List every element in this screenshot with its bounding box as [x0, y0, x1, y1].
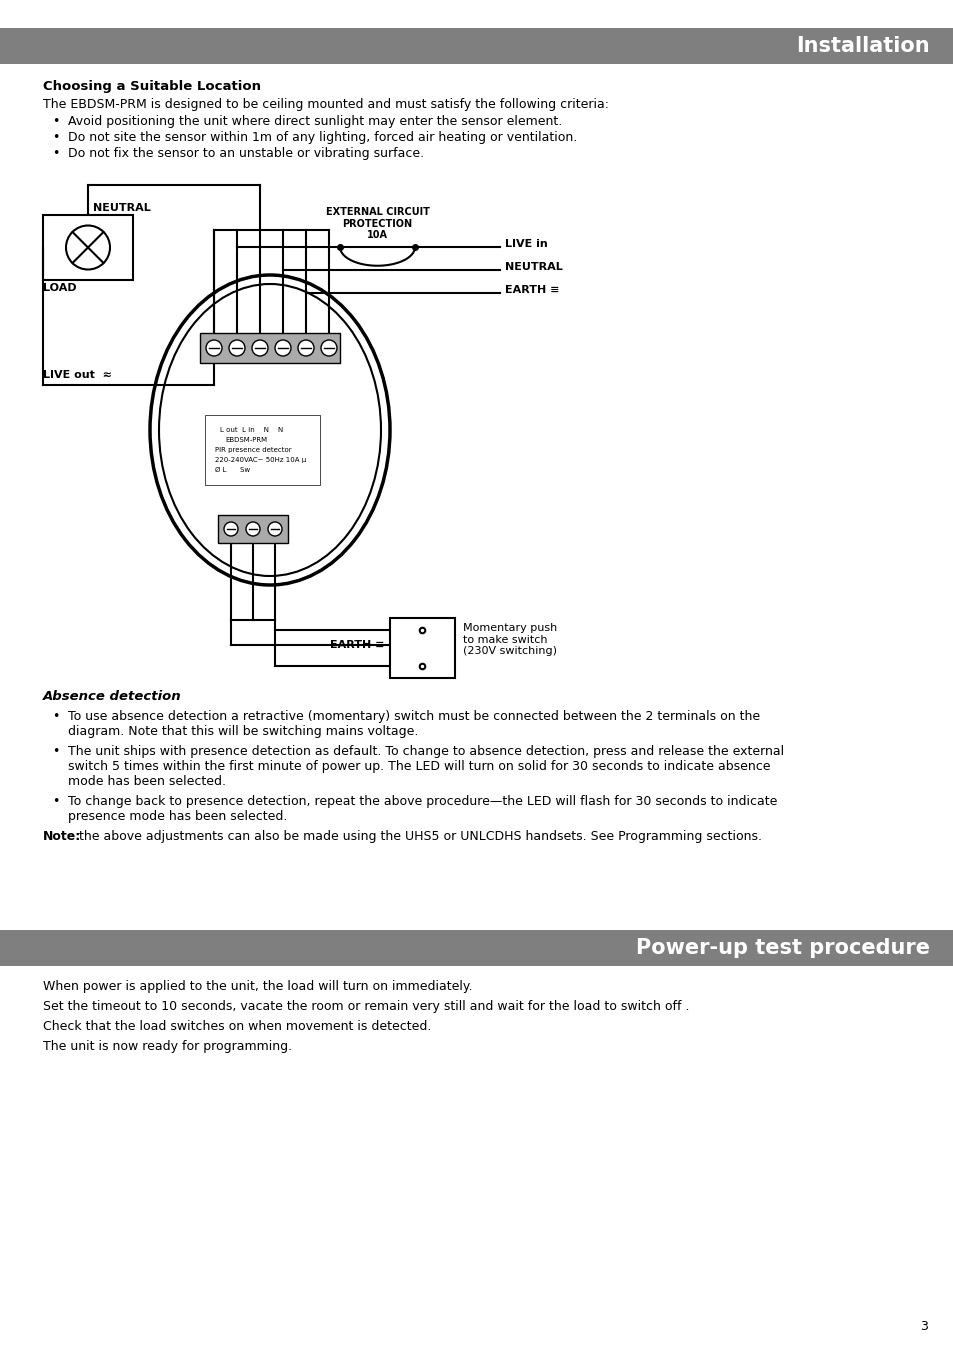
Text: Installation: Installation	[796, 36, 929, 57]
Circle shape	[246, 522, 260, 536]
Text: Do not site the sensor within 1m of any lighting, forced air heating or ventilat: Do not site the sensor within 1m of any …	[68, 131, 577, 144]
Circle shape	[252, 340, 268, 356]
Bar	[200, 333, 339, 363]
Text: EARTH ≡: EARTH ≡	[504, 285, 558, 295]
Text: Momentary push
to make switch
(230V switching): Momentary push to make switch (230V swit…	[462, 623, 557, 656]
Text: To change back to presence detection, repeat the above procedure—the LED will fl: To change back to presence detection, re…	[68, 795, 777, 823]
Text: Choosing a Suitable Location: Choosing a Suitable Location	[43, 80, 261, 93]
Text: Note:: Note:	[43, 830, 81, 843]
Bar	[43, 214, 132, 281]
Text: •: •	[52, 710, 59, 723]
Text: Absence detection: Absence detection	[43, 689, 181, 703]
Circle shape	[206, 340, 222, 356]
Text: Check that the load switches on when movement is detected.: Check that the load switches on when mov…	[43, 1020, 431, 1033]
Text: When power is applied to the unit, the load will turn on immediately.: When power is applied to the unit, the l…	[43, 979, 472, 993]
Text: LIVE out  ≈: LIVE out ≈	[43, 370, 112, 380]
Text: EBDSM-PRM: EBDSM-PRM	[225, 437, 267, 442]
Text: •: •	[52, 745, 59, 758]
Text: EARTH ≡: EARTH ≡	[330, 639, 384, 650]
Circle shape	[224, 522, 237, 536]
Text: •: •	[52, 115, 59, 128]
Ellipse shape	[150, 275, 390, 585]
Text: L out  L in    N    N: L out L in N N	[220, 428, 283, 433]
Text: Set the timeout to 10 seconds, vacate the room or remain very still and wait for: Set the timeout to 10 seconds, vacate th…	[43, 1000, 689, 1013]
Text: •: •	[52, 795, 59, 808]
Text: the above adjustments can also be made using the UHS5 or UNLCDHS handsets. See P: the above adjustments can also be made u…	[75, 830, 761, 843]
Text: The EBDSM-PRM is designed to be ceiling mounted and must satisfy the following c: The EBDSM-PRM is designed to be ceiling …	[43, 98, 608, 111]
Text: PIR presence detector: PIR presence detector	[214, 447, 292, 453]
Bar	[205, 415, 319, 486]
Circle shape	[320, 340, 336, 356]
Bar	[0, 929, 953, 966]
Text: Avoid positioning the unit where direct sunlight may enter the sensor element.: Avoid positioning the unit where direct …	[68, 115, 561, 128]
Bar	[390, 618, 455, 679]
Circle shape	[297, 340, 314, 356]
Text: Power-up test procedure: Power-up test procedure	[636, 938, 929, 958]
Text: •: •	[52, 131, 59, 144]
Text: NEUTRAL: NEUTRAL	[92, 202, 151, 213]
Text: LOAD: LOAD	[43, 283, 76, 293]
Circle shape	[66, 225, 110, 270]
Text: To use absence detection a retractive (momentary) switch must be connected betwe: To use absence detection a retractive (m…	[68, 710, 760, 738]
Text: Ø L      Sw: Ø L Sw	[214, 467, 250, 473]
Circle shape	[274, 340, 291, 356]
Bar	[218, 515, 288, 544]
Bar	[0, 28, 953, 63]
Text: EXTERNAL CIRCUIT
PROTECTION
10A: EXTERNAL CIRCUIT PROTECTION 10A	[325, 206, 429, 240]
Text: 3: 3	[919, 1321, 927, 1333]
Circle shape	[229, 340, 245, 356]
Text: The unit is now ready for programming.: The unit is now ready for programming.	[43, 1040, 292, 1054]
Text: •: •	[52, 147, 59, 161]
Circle shape	[268, 522, 282, 536]
Text: 220-240VAC~ 50Hz 10A μ: 220-240VAC~ 50Hz 10A μ	[214, 457, 306, 463]
Text: Do not fix the sensor to an unstable or vibrating surface.: Do not fix the sensor to an unstable or …	[68, 147, 424, 161]
Text: The unit ships with presence detection as default. To change to absence detectio: The unit ships with presence detection a…	[68, 745, 783, 788]
Text: NEUTRAL: NEUTRAL	[504, 262, 562, 272]
Text: LIVE in: LIVE in	[504, 239, 547, 250]
